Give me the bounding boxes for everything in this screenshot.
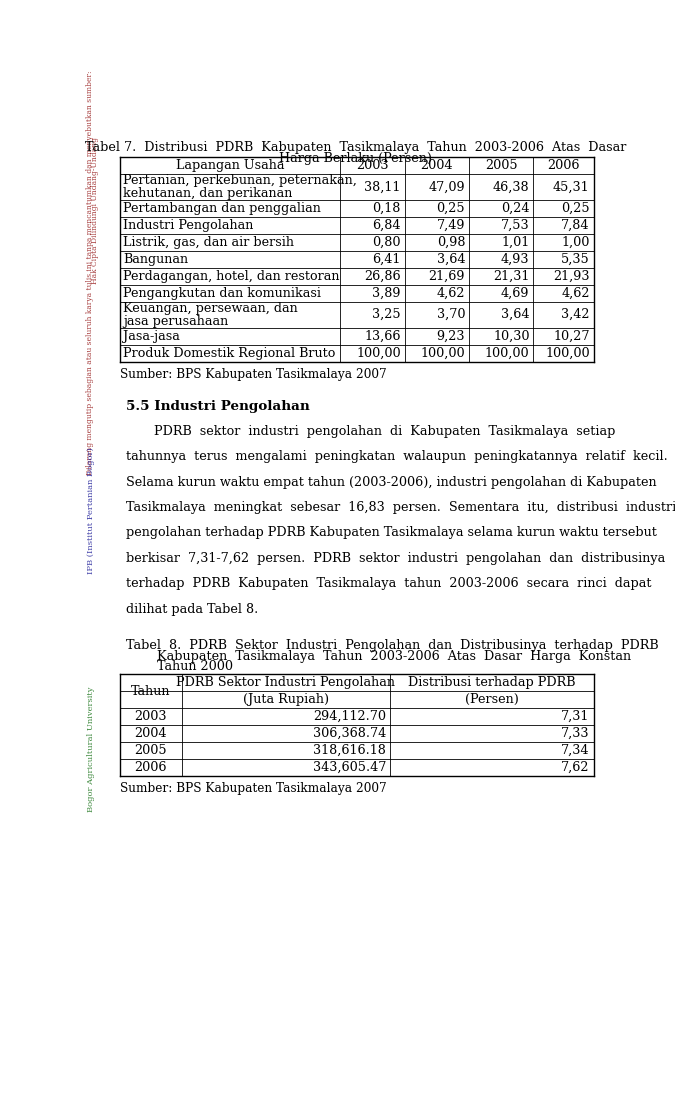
Text: 47,09: 47,09	[429, 180, 465, 194]
Text: Selama kurun waktu empat tahun (2003-2006), industri pengolahan di Kabupaten: Selama kurun waktu empat tahun (2003-200…	[126, 476, 657, 489]
Text: 294,112.70: 294,112.70	[313, 710, 386, 723]
Text: 1,01: 1,01	[502, 236, 529, 248]
Text: 3,89: 3,89	[372, 286, 401, 300]
Text: 2004: 2004	[421, 159, 453, 172]
Text: Jasa-jasa: Jasa-jasa	[123, 330, 180, 343]
Text: Bogor Agricultural University: Bogor Agricultural University	[87, 687, 95, 812]
Text: Industri Pengolahan: Industri Pengolahan	[123, 218, 254, 232]
Text: 2005: 2005	[134, 744, 167, 756]
Text: 0,98: 0,98	[437, 236, 465, 248]
Text: Pertambangan dan penggalian: Pertambangan dan penggalian	[123, 202, 321, 215]
Text: 2006: 2006	[134, 761, 167, 774]
Text: 7,53: 7,53	[501, 218, 529, 232]
Text: 318,616.18: 318,616.18	[313, 744, 386, 756]
Text: 7,31: 7,31	[562, 710, 590, 723]
Text: 46,38: 46,38	[493, 180, 529, 194]
Text: 4,69: 4,69	[501, 286, 529, 300]
Text: Tabel  8.  PDRB  Sektor  Industri  Pengolahan  dan  Distribusinya  terhadap  PDR: Tabel 8. PDRB Sektor Industri Pengolahan…	[126, 638, 659, 652]
Text: Harga Berlaku (Persen): Harga Berlaku (Persen)	[279, 153, 432, 165]
Text: 10,30: 10,30	[493, 330, 529, 343]
Text: 0,18: 0,18	[373, 202, 401, 215]
Text: Dilarang mengutip sebagian atau seluruh karya tulis ini tanpa mencantumkan dan m: Dilarang mengutip sebagian atau seluruh …	[86, 70, 94, 475]
Text: 100,00: 100,00	[485, 346, 529, 360]
Text: 13,66: 13,66	[364, 330, 401, 343]
Text: Kabupaten  Tasikmalaya  Tahun  2003-2006  Atas  Dasar  Harga  Konstan: Kabupaten Tasikmalaya Tahun 2003-2006 At…	[157, 649, 631, 663]
Text: 9,23: 9,23	[437, 330, 465, 343]
Text: kehutanan, dan perikanan: kehutanan, dan perikanan	[123, 187, 292, 199]
Text: 10,27: 10,27	[554, 330, 590, 343]
Text: 21,31: 21,31	[493, 270, 529, 283]
Text: 21,93: 21,93	[554, 270, 590, 283]
Text: 45,31: 45,31	[553, 180, 590, 194]
Text: 306,368.74: 306,368.74	[313, 727, 386, 740]
Text: 3,64: 3,64	[437, 253, 465, 266]
Text: 0,25: 0,25	[561, 202, 590, 215]
Text: Distribusi terhadap PDRB: Distribusi terhadap PDRB	[408, 676, 576, 690]
Text: Tasikmalaya  meningkat  sebesar  16,83  persen.  Sementara  itu,  distribusi  in: Tasikmalaya meningkat sebesar 16,83 pers…	[126, 501, 675, 514]
Text: Perdagangan, hotel, dan restoran: Perdagangan, hotel, dan restoran	[123, 270, 340, 283]
Text: 7,34: 7,34	[561, 744, 590, 756]
Text: Hak Cipta Dilindungi Undang-Undang: Hak Cipta Dilindungi Undang-Undang	[91, 137, 99, 284]
Text: 38,11: 38,11	[364, 180, 401, 194]
Text: 2003: 2003	[356, 159, 389, 172]
Text: Tahun 2000: Tahun 2000	[157, 661, 234, 673]
Text: Lapangan Usaha: Lapangan Usaha	[176, 159, 284, 172]
Text: 2004: 2004	[134, 727, 167, 740]
Text: 0,25: 0,25	[437, 202, 465, 215]
Text: 100,00: 100,00	[421, 346, 465, 360]
Text: pengolahan terhadap PDRB Kabupaten Tasikmalaya selama kurun waktu tersebut: pengolahan terhadap PDRB Kabupaten Tasik…	[126, 527, 657, 539]
Text: Tabel 7.  Distribusi  PDRB  Kabupaten  Tasikmalaya  Tahun  2003-2006  Atas  Dasa: Tabel 7. Distribusi PDRB Kabupaten Tasik…	[85, 141, 626, 155]
Text: 343,605.47: 343,605.47	[313, 761, 386, 774]
Text: PDRB Sektor Industri Pengolahan: PDRB Sektor Industri Pengolahan	[176, 676, 396, 690]
Text: jasa perusahaan: jasa perusahaan	[123, 314, 228, 328]
Text: 0,80: 0,80	[372, 236, 401, 248]
Text: 1,00: 1,00	[562, 236, 590, 248]
Text: 0,24: 0,24	[501, 202, 529, 215]
Text: 2005: 2005	[485, 159, 518, 172]
Text: 26,86: 26,86	[364, 270, 401, 283]
Text: 7,49: 7,49	[437, 218, 465, 232]
Text: 2006: 2006	[547, 159, 580, 172]
Text: 4,62: 4,62	[561, 286, 590, 300]
Text: IPB (Institut Pertanian Bogor): IPB (Institut Pertanian Bogor)	[87, 448, 95, 575]
Text: (Persen): (Persen)	[465, 693, 518, 706]
Text: 4,93: 4,93	[501, 253, 529, 266]
Text: Pengangkutan dan komunikasi: Pengangkutan dan komunikasi	[123, 286, 321, 300]
Text: Sumber: BPS Kabupaten Tasikmalaya 2007: Sumber: BPS Kabupaten Tasikmalaya 2007	[120, 782, 387, 795]
Text: Tahun: Tahun	[131, 685, 171, 697]
Text: 100,00: 100,00	[356, 346, 401, 360]
Text: 6,84: 6,84	[372, 218, 401, 232]
Text: 5,35: 5,35	[561, 253, 590, 266]
Text: 2003: 2003	[134, 710, 167, 723]
Text: 4,62: 4,62	[437, 286, 465, 300]
Text: dilihat pada Tabel 8.: dilihat pada Tabel 8.	[126, 603, 259, 616]
Text: 7,84: 7,84	[561, 218, 590, 232]
Text: Sumber: BPS Kabupaten Tasikmalaya 2007: Sumber: BPS Kabupaten Tasikmalaya 2007	[120, 368, 387, 381]
Text: 3,70: 3,70	[437, 309, 465, 321]
Text: 3,42: 3,42	[561, 309, 590, 321]
Text: Keuangan, persewaan, dan: Keuangan, persewaan, dan	[123, 302, 298, 314]
Text: Pertanian, perkebunan, peternakan,: Pertanian, perkebunan, peternakan,	[123, 174, 357, 187]
Text: Bangunan: Bangunan	[123, 253, 188, 266]
Text: tahunnya  terus  mengalami  peningkatan  walaupun  peningkatannya  relatif  keci: tahunnya terus mengalami peningkatan wal…	[126, 450, 668, 463]
Text: 3,25: 3,25	[372, 309, 401, 321]
Text: Produk Domestik Regional Bruto: Produk Domestik Regional Bruto	[123, 346, 335, 360]
Text: 7,62: 7,62	[561, 761, 590, 774]
Text: 6,41: 6,41	[373, 253, 401, 266]
Text: Listrik, gas, dan air bersih: Listrik, gas, dan air bersih	[123, 236, 294, 248]
Text: 3,64: 3,64	[501, 309, 529, 321]
Text: PDRB  sektor  industri  pengolahan  di  Kabupaten  Tasikmalaya  setiap: PDRB sektor industri pengolahan di Kabup…	[126, 424, 616, 438]
Text: berkisar  7,31-7,62  persen.  PDRB  sektor  industri  pengolahan  dan  distribus: berkisar 7,31-7,62 persen. PDRB sektor i…	[126, 551, 666, 565]
Text: 7,33: 7,33	[561, 727, 590, 740]
Text: 21,69: 21,69	[429, 270, 465, 283]
Text: 100,00: 100,00	[545, 346, 590, 360]
Text: terhadap  PDRB  Kabupaten  Tasikmalaya  tahun  2003-2006  secara  rinci  dapat: terhadap PDRB Kabupaten Tasikmalaya tahu…	[126, 577, 652, 590]
Text: 5.5 Industri Pengolahan: 5.5 Industri Pengolahan	[126, 400, 310, 413]
Text: (Juta Rupiah): (Juta Rupiah)	[243, 693, 329, 706]
